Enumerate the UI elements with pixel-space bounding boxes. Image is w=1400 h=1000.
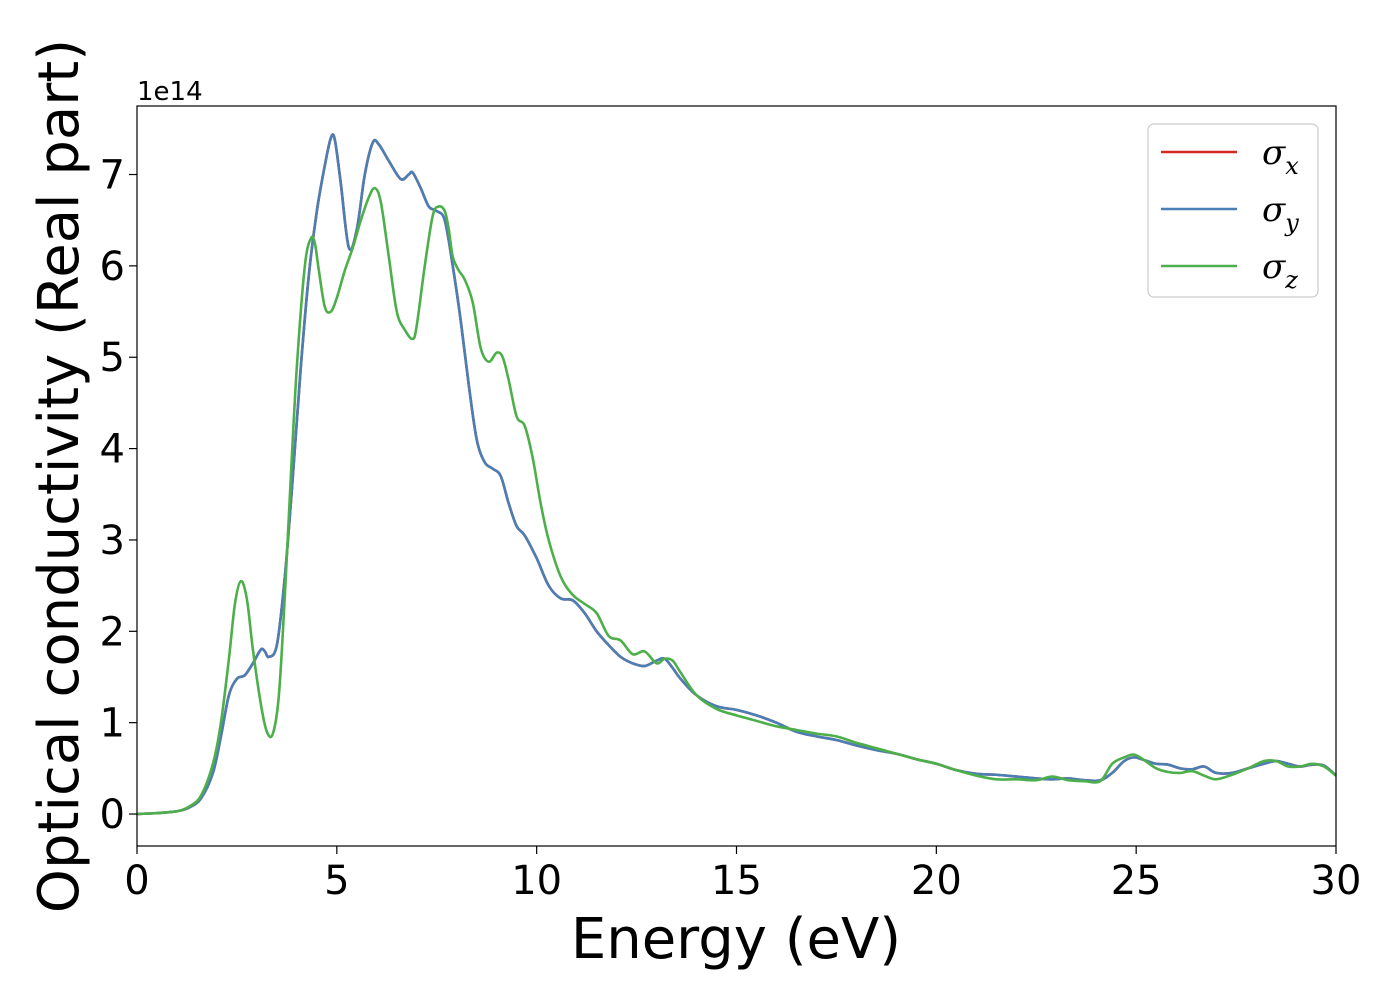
y-tick-label: 6 [100,244,125,290]
x-tick-label: 10 [511,858,562,904]
legend-items: σx σy σz [1161,133,1299,294]
plot-area [137,106,1336,846]
y-tick-label: 0 [100,792,125,838]
legend-box [1147,123,1319,298]
legend-label-y: σy [1262,190,1299,237]
y-tick-label: 7 [100,153,125,199]
y-axis-ticks: 0 1 2 3 4 5 6 7 [100,153,137,838]
x-axis-ticks: 0 5 10 15 20 25 30 [124,846,1361,904]
x-tick-label: 30 [1311,858,1362,904]
x-tick-label: 20 [911,858,962,904]
x-tick-label: 15 [711,858,762,904]
legend-label-z: σz [1262,247,1298,294]
y-axis-title: Optical conductivity (Real part) [27,39,92,913]
y-tick-label: 4 [100,427,125,473]
y-tick-label: 1 [100,701,125,747]
x-tick-label: 25 [1111,858,1162,904]
y-tick-label: 2 [100,609,125,655]
series-line-z [136,186,1337,816]
legend: σx σy σz [1147,123,1319,298]
y-offset-label: 1e14 [137,77,203,107]
x-tick-label: 5 [324,858,349,904]
y-tick-label: 5 [100,335,125,381]
series-line-y [136,133,1337,816]
y-tick-label: 3 [100,518,125,564]
legend-label-x: σx [1262,133,1299,180]
series-layer [136,133,1337,816]
x-axis-title: Energy (eV) [571,907,901,972]
x-tick-label: 0 [124,858,149,904]
